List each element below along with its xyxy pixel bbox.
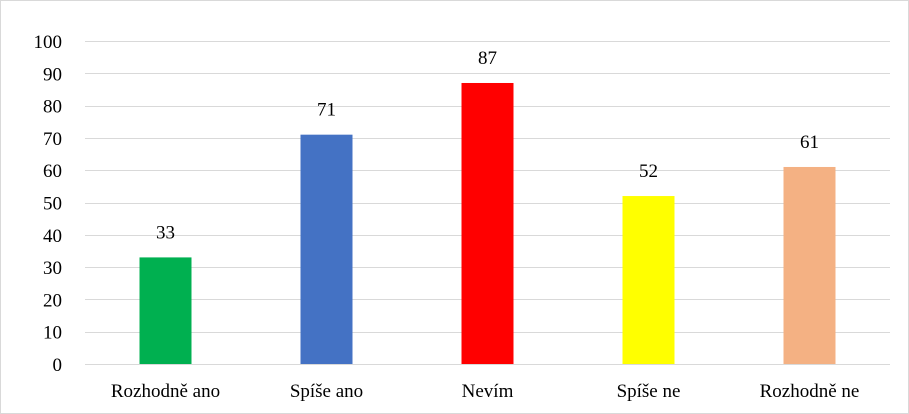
y-tick-label: 70	[43, 129, 62, 150]
x-tick-label: Rozhodně ne	[760, 381, 860, 402]
data-labels: 33 71 87 52 61	[156, 48, 819, 243]
bars	[139, 82, 836, 365]
data-label: 61	[800, 132, 819, 153]
y-tick-label: 20	[43, 290, 62, 311]
y-axis-ticks: 0 10 20 30 40 50 60 70 80 90 100	[34, 32, 63, 376]
data-label: 52	[639, 161, 658, 182]
bar-1	[139, 257, 192, 364]
x-tick-label: Spíše ano	[290, 381, 363, 402]
y-tick-label: 40	[43, 226, 62, 247]
x-tick-label: Nevím	[462, 381, 514, 402]
bar-4	[622, 196, 675, 364]
bar-5	[783, 166, 836, 364]
data-label: 87	[478, 48, 497, 69]
data-label: 33	[156, 222, 175, 243]
y-tick-label: 100	[34, 32, 63, 53]
y-tick-label: 80	[43, 97, 62, 118]
bar-2	[300, 134, 353, 364]
x-tick-label: Rozhodně ano	[111, 381, 220, 402]
y-tick-label: 30	[43, 258, 62, 279]
x-axis-ticks: Rozhodně ano Spíše ano Nevím Spíše ne Rozhod…	[111, 381, 859, 402]
y-tick-label: 10	[43, 323, 62, 344]
data-label: 71	[317, 100, 336, 121]
x-tick-label: Spíše ne	[617, 381, 681, 402]
y-tick-label: 50	[43, 194, 62, 215]
y-tick-label: 60	[43, 161, 62, 182]
y-tick-label: 0	[53, 355, 63, 376]
bar-3	[461, 82, 514, 365]
y-tick-label: 90	[43, 64, 62, 85]
